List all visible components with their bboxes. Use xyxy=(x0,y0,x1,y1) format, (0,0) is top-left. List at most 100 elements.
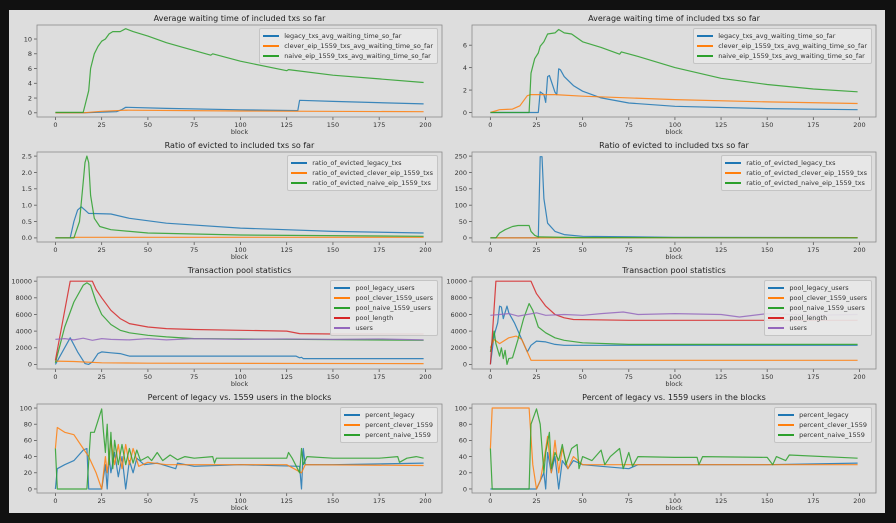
series-line-clever-eip-1559-txs-avg-waiting-time-so-far xyxy=(490,93,858,114)
chart-legend: percent_legacy percent_clever_1559 percent… xyxy=(340,407,438,443)
axes-frame xyxy=(471,276,877,370)
y-tick-label: 0 xyxy=(463,485,467,493)
x-tick-label: 175 xyxy=(807,246,819,254)
legend-label: pool_naive_1559_users xyxy=(789,304,865,312)
x-tick-label: 100 xyxy=(669,373,681,381)
chart-legend: ratio_of_evicted_legacy_txs ratio_of_evic… xyxy=(287,155,438,191)
legend-swatch xyxy=(263,35,280,37)
y-tick-label: 0.0 xyxy=(22,234,32,242)
legend-label: pool_length xyxy=(355,314,394,322)
x-axis-label: block xyxy=(230,253,249,261)
legend-swatch xyxy=(291,172,308,174)
x-tick-label: 0 xyxy=(488,246,492,254)
x-tick-label: 125 xyxy=(715,497,727,505)
x-tick-label: 25 xyxy=(532,497,540,505)
y-tick-label: 6000 xyxy=(15,311,32,319)
x-tick-label: 125 xyxy=(280,246,292,254)
x-tick-label: 150 xyxy=(327,246,339,254)
x-axis-label: block xyxy=(665,253,683,261)
y-tick-label: 8 xyxy=(28,50,32,58)
series-line-legacy-txs-avg-waiting-time-so-far xyxy=(55,99,424,114)
x-tick-label: 50 xyxy=(579,373,587,381)
legend-entry: ratio_of_evicted_legacy_txs xyxy=(291,158,433,168)
axes-frame xyxy=(36,24,443,118)
x-tick-label: 100 xyxy=(234,373,246,381)
x-tick-label: 75 xyxy=(625,497,633,505)
legend-entry: ratio_of_evicted_naive_eip_1559_txs xyxy=(725,178,867,188)
legend-swatch xyxy=(334,297,351,299)
x-tick-label: 0 xyxy=(488,373,492,381)
legend-entry: percent_clever_1559 xyxy=(344,420,433,430)
legend-label: legacy_txs_avg_waiting_time_so_far xyxy=(284,32,402,40)
x-tick-label: 100 xyxy=(669,246,681,254)
x-tick-label: 100 xyxy=(234,497,246,505)
y-tick-label: 100 xyxy=(455,201,467,209)
legend-label: users xyxy=(355,324,373,332)
chart-title: Transaction pool statistics xyxy=(187,266,292,275)
x-tick-label: 25 xyxy=(98,246,106,254)
y-tick-label: 80 xyxy=(24,421,32,429)
legend-label: clever_eip_1559_txs_avg_waiting_time_so_… xyxy=(718,42,867,50)
y-tick-label: 0 xyxy=(28,485,32,493)
y-tick-label: 1.5 xyxy=(22,185,32,193)
y-tick-label: 4000 xyxy=(15,327,32,335)
series-line-ratio-of-evicted-clever-eip-1559-txs xyxy=(55,236,424,239)
x-tick-label: 0 xyxy=(53,497,57,505)
chart-title: Average waiting time of included txs so … xyxy=(153,14,326,23)
legend-label: users xyxy=(789,324,807,332)
chart-title: Average waiting time of included txs so … xyxy=(588,14,760,23)
x-tick-label: 50 xyxy=(144,497,152,505)
x-tick-label: 200 xyxy=(419,497,431,505)
legend-entry: users xyxy=(334,323,433,333)
x-tick-label: 175 xyxy=(373,373,385,381)
legend-swatch xyxy=(334,287,351,289)
legend-label: clever_eip_1559_txs_avg_waiting_time_so_… xyxy=(284,42,433,50)
chart-axes: 0 25 50 75 100 125 150 175 200 0 2 4 6 xyxy=(463,24,877,129)
chart-title: Ratio of evicted to included txs so far xyxy=(599,141,749,150)
x-tick-label: 175 xyxy=(807,497,819,505)
legend-label: naive_eip_1559_txs_avg_waiting_time_so_f… xyxy=(284,52,431,60)
chart-legend: percent_legacy percent_clever_1559 percent… xyxy=(774,407,872,443)
legend-label: percent_legacy xyxy=(365,411,415,419)
x-tick-label: 125 xyxy=(280,497,292,505)
legend-label: pool_clever_1559_users xyxy=(789,294,867,302)
chart-axes: 0 25 50 75 100 125 150 175 200020004000600080001… xyxy=(11,276,443,381)
chart-axes: 0 25 50 75 100 125 150 175 200 0 50 100 150 200 250 xyxy=(455,151,877,254)
series-line-percent-clever-1559 xyxy=(489,407,858,490)
x-tick-label: 50 xyxy=(579,497,587,505)
chart-title: Percent of legacy vs. 1559 users in the … xyxy=(147,393,332,402)
y-tick-label: 8000 xyxy=(15,294,32,302)
y-tick-label: 0.5 xyxy=(22,218,32,226)
x-tick-label: 175 xyxy=(373,497,385,505)
legend-entry: ratio_of_evicted_naive_eip_1559_txs xyxy=(291,178,433,188)
legend-swatch xyxy=(768,317,785,319)
x-tick-label: 50 xyxy=(579,121,587,129)
y-tick-label: 40 xyxy=(24,453,32,461)
legend-entry: pool_length xyxy=(768,313,867,323)
legend-label: percent_legacy xyxy=(799,411,849,419)
y-tick-label: 6000 xyxy=(450,311,467,319)
x-tick-label: 50 xyxy=(144,373,152,381)
legend-swatch xyxy=(697,35,714,37)
x-tick-label: 175 xyxy=(373,121,385,129)
legend-swatch xyxy=(344,414,361,416)
x-tick-label: 100 xyxy=(234,121,246,129)
x-tick-label: 75 xyxy=(190,246,198,254)
series-line-pool-clever-1559-users xyxy=(489,335,858,361)
legend-swatch xyxy=(334,327,351,329)
y-tick-label: 2.5 xyxy=(22,152,32,160)
y-tick-label: 2.0 xyxy=(22,169,32,177)
axes-frame xyxy=(471,403,877,494)
y-tick-label: 2 xyxy=(28,94,32,102)
x-tick-label: 100 xyxy=(669,121,681,129)
series-line-ratio-of-evicted-legacy-txs xyxy=(490,156,858,239)
x-tick-label: 150 xyxy=(761,497,773,505)
series-line-pool-clever-1559-users xyxy=(55,360,424,365)
legend-entry: clever_eip_1559_txs_avg_waiting_time_so_… xyxy=(697,41,867,51)
legend-swatch xyxy=(344,424,361,426)
legend-entry: pool_clever_1559_users xyxy=(768,293,867,303)
legend-label: pool_clever_1559_users xyxy=(355,294,433,302)
legend-swatch xyxy=(778,414,795,416)
y-tick-label: 4 xyxy=(28,80,32,88)
legend-entry: pool_clever_1559_users xyxy=(334,293,433,303)
